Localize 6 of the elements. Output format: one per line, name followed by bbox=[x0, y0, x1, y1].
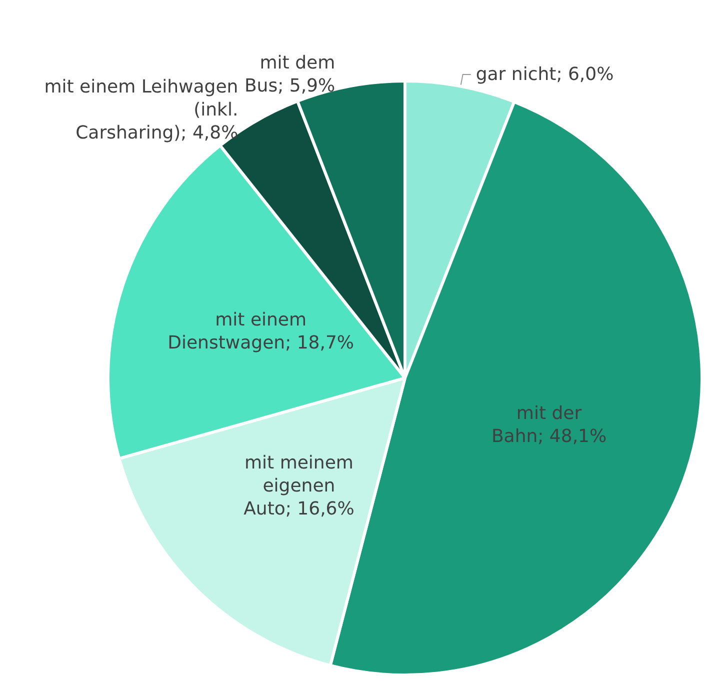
slice-label: gar nicht; 6,0% bbox=[476, 64, 614, 85]
slice-label: mit meinem eigenen Auto; 16,6% bbox=[244, 452, 354, 520]
slice-label: mit einem Dienstwagen; 18,7% bbox=[168, 309, 354, 354]
slice-label: mit dem Bus; 5,9% bbox=[244, 52, 336, 96]
slice-label: mit der Bahn; 48,1% bbox=[491, 402, 607, 447]
slice-label: mit einem Leihwagen (inkl. Carsharing); 4,8% bbox=[44, 76, 238, 144]
